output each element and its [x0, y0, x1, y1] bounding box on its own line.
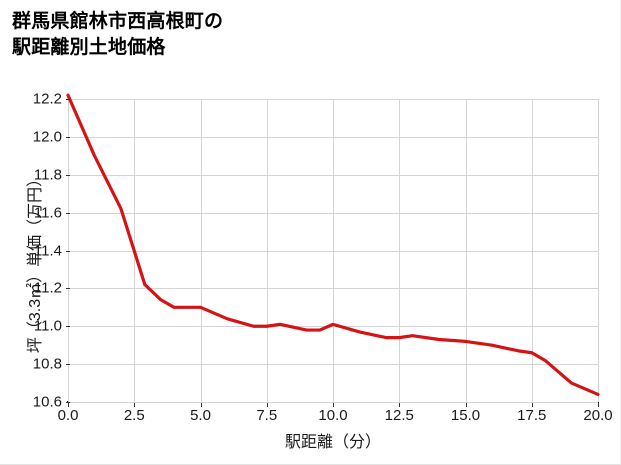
y-axis-tick-label: 10.6: [32, 393, 62, 411]
x-axis-tick-label: 10.0: [318, 407, 348, 424]
y-axis-tick-labels: 10.6 10.8 11.0 11.2 11.4 11.6 11.8 12.0 12.2: [8, 0, 62, 464]
y-axis-title: 坪（3.3㎡）単価（万円）: [27, 170, 44, 354]
x-axis-tick-label: 20.0: [583, 407, 613, 424]
x-axis-tick-label: 5.0: [190, 407, 211, 424]
gridline-vertical: [266, 99, 268, 402]
gridline-vertical: [333, 99, 334, 402]
x-axis-tick-mark: [68, 403, 69, 407]
y-axis-tick-label: 12.0: [32, 128, 62, 146]
gridline-vertical: [465, 99, 467, 402]
x-axis-tick-mark: [465, 403, 467, 407]
y-axis-tick-label: 11.8: [33, 166, 62, 184]
x-axis-tick-mark: [134, 403, 136, 407]
x-axis-tick-label: 17.5: [517, 407, 547, 424]
y-axis-tick-label: 11.4: [33, 242, 62, 259]
gridline-vertical: [399, 99, 401, 402]
plot-area: [66, 93, 600, 403]
gridline-vertical: [200, 99, 202, 402]
x-axis-tick-label: 2.5: [123, 407, 145, 424]
x-axis-tick-label: 15.0: [450, 407, 481, 424]
chart-title: 群馬県館林市西高根町の 駅距離別土地価格: [12, 11, 224, 59]
y-axis-tick-label: 10.8: [32, 355, 62, 373]
y-axis-tick-mark: [66, 174, 70, 176]
x-axis-tick-mark: [200, 403, 202, 407]
x-axis-tick-mark: [266, 403, 268, 407]
y-axis-tick-label: 11.6: [33, 204, 62, 222]
x-axis-tick-label: 7.5: [256, 407, 278, 424]
y-axis-tick-mark: [66, 136, 70, 138]
x-axis-tick-mark: [399, 403, 401, 407]
x-axis-tick-mark: [598, 403, 599, 407]
y-axis-tick-mark: [66, 364, 70, 366]
x-axis-tick-label: 12.5: [384, 407, 414, 424]
y-axis-tick-mark: [66, 250, 70, 252]
y-axis-tick-mark: [66, 99, 70, 100]
y-axis-tick-label: 11.2: [33, 279, 62, 297]
y-axis-tick-mark: [66, 402, 70, 403]
gridline-horizontal: [68, 402, 598, 403]
y-axis-tick-mark: [66, 288, 70, 290]
y-axis-tick-mark: [66, 212, 70, 214]
line-series-kenka: [66, 93, 600, 397]
y-axis-tick-label: 11.0: [33, 317, 62, 335]
x-axis-tick-label: 0.0: [57, 407, 79, 424]
x-axis-tick-mark: [531, 403, 533, 407]
y-axis-tick-label: 12.2: [32, 90, 62, 108]
line-series-layer: [66, 93, 600, 397]
gridline-vertical: [531, 99, 533, 402]
y-axis-tick-mark: [66, 326, 70, 328]
x-axis-tick-mark: [333, 403, 334, 407]
x-axis-title: 駅距離（分）: [284, 434, 381, 451]
gridline-vertical: [598, 99, 599, 402]
